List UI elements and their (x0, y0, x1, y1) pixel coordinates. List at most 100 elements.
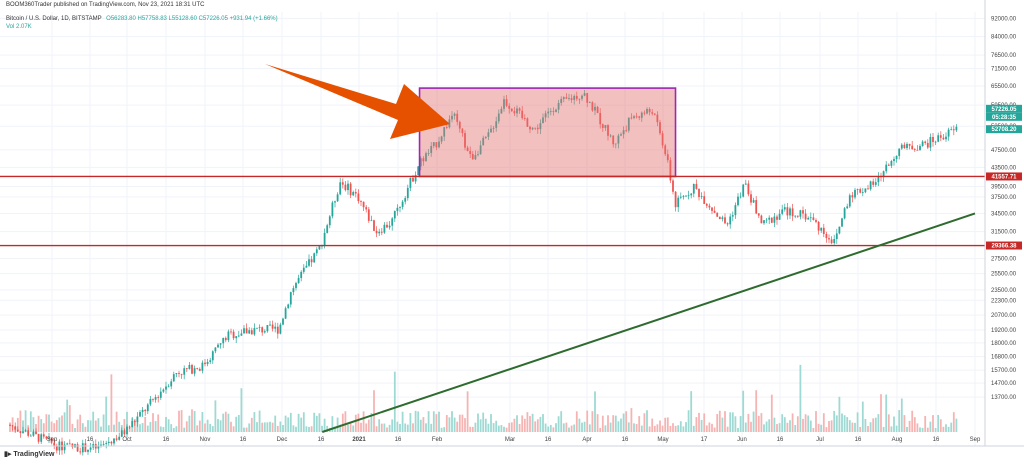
volume-bar (313, 412, 316, 432)
volume-bar (305, 426, 308, 432)
volume-bar (92, 411, 95, 432)
volume-bar (48, 414, 50, 432)
volume-bar (386, 427, 388, 432)
candle-body (172, 374, 175, 382)
candle-body (703, 196, 706, 204)
volume-bar (799, 364, 802, 432)
volume-bar (945, 424, 947, 432)
candle-body (510, 108, 513, 112)
candle-body (29, 435, 32, 437)
candle-body (601, 124, 604, 128)
volume-bar (40, 419, 43, 432)
volume-bar (206, 419, 209, 432)
candle-body (817, 221, 820, 231)
volume-bar (97, 418, 100, 432)
candle-body (523, 118, 526, 119)
volume-bar (451, 411, 453, 432)
volume-bar (295, 426, 297, 432)
volume-bar (347, 424, 349, 432)
tv-logo-icon: ▮▸ (4, 451, 14, 458)
volume-bar (609, 422, 612, 432)
volume-bar (42, 423, 45, 432)
candle-body (643, 112, 646, 114)
volume-bar (266, 422, 269, 432)
candle-body (222, 337, 225, 344)
volume-bar (711, 423, 713, 432)
candle-body (328, 216, 331, 226)
volume-bar (783, 417, 786, 432)
volume-bar (443, 427, 446, 432)
volume-bar (175, 426, 178, 432)
candle-body (869, 181, 872, 190)
volume-bar (955, 418, 958, 432)
volume-bar (765, 421, 768, 432)
volume-bar (479, 419, 482, 432)
candle-body (477, 154, 479, 156)
volume-bar (445, 415, 448, 432)
candle-body (443, 127, 446, 137)
candle-body (955, 126, 958, 131)
volume-bar (253, 412, 256, 432)
volume-bar (409, 413, 412, 432)
candle-body (903, 144, 906, 149)
volume-bar (565, 422, 568, 432)
candle-body (141, 409, 144, 412)
volume-bar (781, 414, 784, 432)
candle-body (656, 114, 659, 123)
volume-bar (110, 374, 113, 432)
volume-bar (924, 415, 927, 432)
candle-body (529, 126, 531, 130)
volume-bar (760, 413, 763, 432)
volume-bar (778, 423, 781, 432)
candle-body (734, 205, 737, 216)
candle-body (115, 438, 118, 440)
candle-body (661, 133, 664, 146)
candle-body (638, 116, 641, 118)
volume-bar (789, 420, 791, 432)
candle-body (380, 231, 383, 233)
candle-body (646, 109, 648, 114)
candle-body (445, 127, 448, 128)
volume-bar (768, 419, 771, 432)
candle-body (490, 128, 492, 133)
volume-bar (651, 418, 654, 432)
volume-bar (50, 421, 53, 432)
volume-bar (235, 416, 238, 432)
candle-body (279, 324, 282, 334)
volume-bar (321, 425, 323, 432)
volume-bar (406, 424, 409, 432)
candle-body (282, 318, 284, 325)
candle-body (178, 373, 180, 374)
x-tick-label: 2021 (352, 437, 366, 443)
volume-bar (352, 425, 355, 432)
candle-body (170, 381, 173, 387)
volume-bar (674, 425, 677, 432)
volume-bar (341, 413, 344, 432)
candle-body (354, 192, 357, 194)
candle-body (789, 208, 791, 216)
volume-bar (458, 414, 461, 432)
candle-body (594, 106, 596, 111)
x-tick-label: 16 (395, 437, 402, 443)
candle-body (458, 121, 461, 129)
candle-body (547, 111, 550, 114)
candle-body (622, 130, 625, 135)
candle-body (739, 196, 742, 198)
candle-body (373, 220, 375, 231)
volume-bar (245, 427, 248, 432)
candle-body (243, 328, 245, 334)
candle-body (133, 421, 136, 423)
candle-body (713, 210, 716, 213)
candle-body (539, 123, 542, 130)
volume-bar (263, 422, 266, 432)
volume-bar (752, 411, 755, 432)
candle-body (352, 192, 355, 196)
candle-body (625, 130, 628, 132)
volume-bar (700, 419, 703, 432)
candle-body (105, 443, 108, 444)
candle-body (71, 443, 74, 448)
candle-body (274, 326, 277, 329)
y-tick-label: 13700.00 (991, 395, 1017, 401)
